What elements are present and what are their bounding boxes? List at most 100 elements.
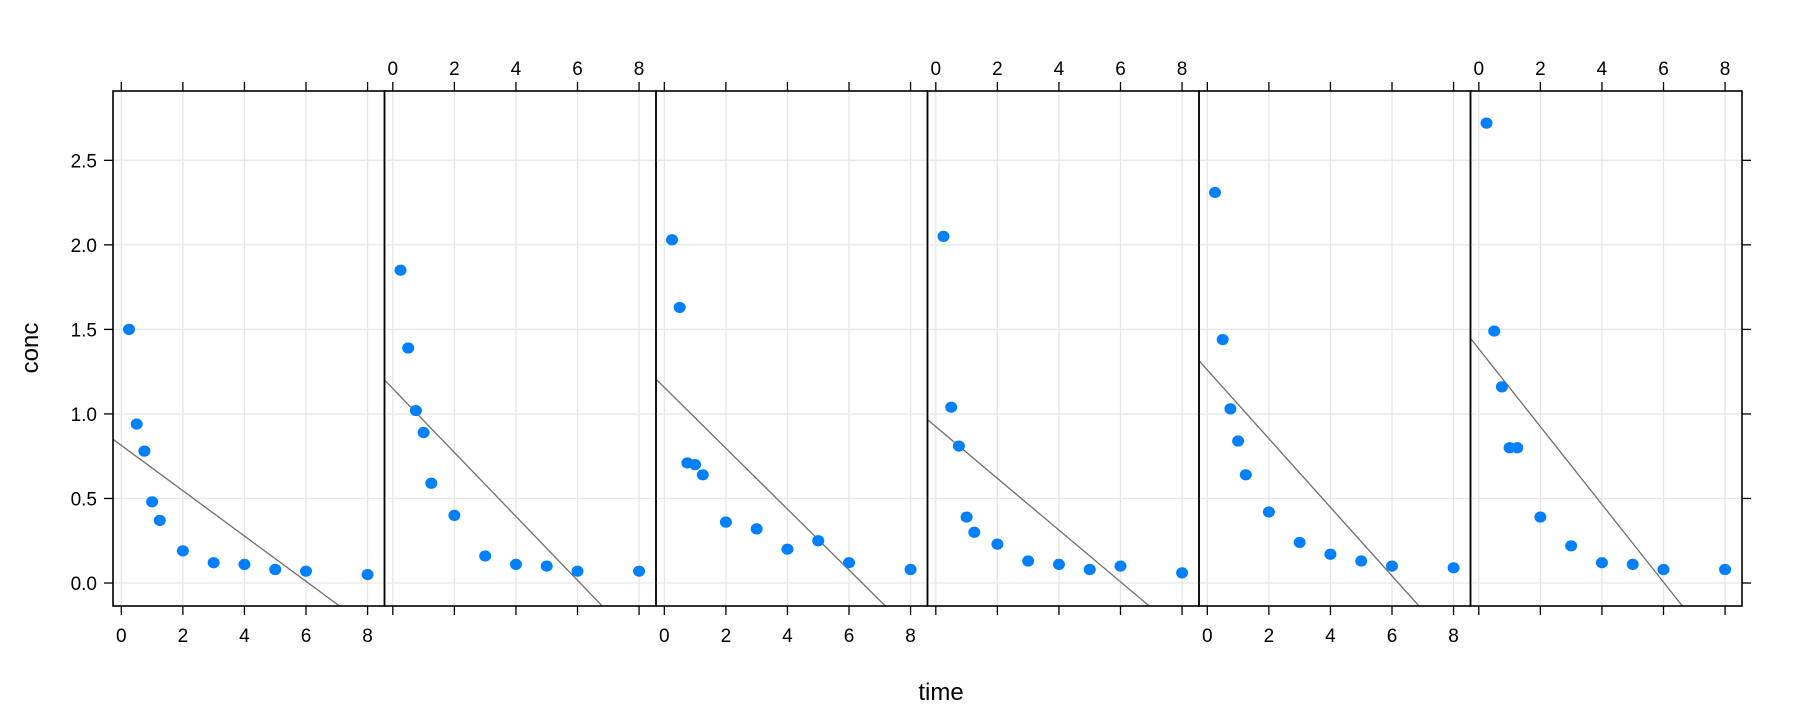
x-tick-label: 2 bbox=[1535, 59, 1546, 80]
data-point bbox=[1022, 555, 1035, 567]
data-point bbox=[1052, 558, 1065, 571]
data-point bbox=[571, 565, 584, 577]
x-tick-label: 6 bbox=[1115, 59, 1126, 80]
data-point bbox=[952, 440, 965, 452]
data-point bbox=[269, 563, 282, 576]
x-tick-label: 4 bbox=[511, 59, 522, 80]
panel-6: 0 2 4 6 8 bbox=[1469, 59, 1743, 615]
x-tick-label: 8 bbox=[1720, 59, 1731, 80]
grid-lines bbox=[113, 91, 385, 606]
data-point bbox=[425, 477, 438, 489]
x-tick-label: 6 bbox=[572, 59, 583, 80]
x-tick-label: 6 bbox=[1658, 59, 1669, 80]
data-point bbox=[1386, 560, 1399, 572]
grid-lines bbox=[927, 91, 1199, 606]
data-points bbox=[1480, 117, 1732, 576]
x-tick-label: 4 bbox=[239, 626, 250, 647]
x-tick-label: 4 bbox=[782, 626, 793, 647]
panel-frame bbox=[655, 90, 929, 607]
data-point bbox=[1657, 563, 1670, 576]
x-tick-label: 2 bbox=[721, 626, 732, 647]
data-point bbox=[696, 469, 709, 481]
grid-lines bbox=[384, 91, 656, 606]
data-point bbox=[176, 545, 189, 557]
data-point bbox=[968, 526, 981, 538]
x-tick-label: 0 bbox=[931, 59, 942, 80]
data-points bbox=[394, 264, 646, 577]
panel-frame bbox=[112, 90, 386, 607]
data-point bbox=[130, 418, 143, 430]
data-point bbox=[1239, 469, 1252, 481]
data-point bbox=[1324, 548, 1337, 560]
data-point bbox=[1232, 435, 1245, 447]
grid-lines bbox=[656, 91, 928, 606]
data-point bbox=[945, 401, 958, 413]
x-tick-label: 6 bbox=[1387, 626, 1398, 647]
panel-2: 0 2 4 6 8 bbox=[383, 59, 657, 615]
y-tick-label: 2.0 bbox=[71, 236, 97, 257]
fit-line bbox=[656, 378, 887, 606]
data-point bbox=[673, 301, 686, 314]
x-tick-label: 8 bbox=[905, 626, 916, 647]
x-tick-label: 4 bbox=[1597, 59, 1608, 80]
fit-line bbox=[384, 379, 604, 606]
data-point bbox=[904, 563, 917, 576]
data-point bbox=[238, 558, 251, 571]
y-tick-label: 1.0 bbox=[71, 405, 97, 426]
data-point bbox=[1293, 536, 1306, 549]
y-tick-label: 0.0 bbox=[71, 574, 97, 595]
data-point bbox=[1595, 557, 1608, 569]
x-tick-label: 2 bbox=[178, 626, 189, 647]
fit-line bbox=[1199, 360, 1420, 606]
data-point bbox=[1224, 403, 1237, 415]
data-point bbox=[409, 404, 422, 417]
data-point bbox=[666, 234, 679, 246]
y-axis-title: conc bbox=[17, 323, 44, 374]
x-tick-label: 8 bbox=[634, 59, 645, 80]
y-tick-label: 0.5 bbox=[71, 489, 97, 510]
data-points bbox=[937, 230, 1189, 579]
data-point bbox=[1719, 563, 1732, 576]
data-point bbox=[207, 557, 220, 569]
x-axis-title: time bbox=[918, 679, 963, 706]
panel-5: 0 2 4 6 8 bbox=[1198, 82, 1472, 647]
data-point bbox=[1114, 560, 1127, 572]
fit-line bbox=[113, 438, 341, 606]
data-point bbox=[1534, 511, 1547, 523]
data-point bbox=[540, 560, 553, 572]
x-tick-label: 2 bbox=[992, 59, 1003, 80]
grid-lines bbox=[1199, 91, 1471, 606]
y-tick-label: 1.5 bbox=[71, 320, 97, 341]
data-point bbox=[1083, 563, 1096, 576]
panel-frame bbox=[1198, 90, 1472, 607]
x-tick-label: 6 bbox=[301, 626, 312, 647]
data-point bbox=[1216, 333, 1229, 346]
x-tick-label: 6 bbox=[844, 626, 855, 647]
fit-line bbox=[927, 419, 1151, 606]
data-point bbox=[1495, 381, 1508, 393]
data-point bbox=[1565, 540, 1578, 552]
data-point bbox=[1176, 567, 1189, 579]
data-point bbox=[1209, 186, 1222, 199]
data-point bbox=[1488, 325, 1501, 337]
data-point bbox=[633, 565, 646, 577]
panel-4: 0 2 4 6 8 bbox=[926, 59, 1200, 615]
data-point bbox=[479, 550, 492, 562]
data-point bbox=[123, 323, 136, 335]
data-point bbox=[394, 264, 407, 276]
data-point bbox=[402, 342, 415, 354]
x-tick-label: 2 bbox=[449, 59, 460, 80]
data-point bbox=[781, 543, 794, 555]
data-point bbox=[448, 509, 461, 521]
x-tick-label: 4 bbox=[1054, 59, 1065, 80]
y-tick-label: 2.5 bbox=[71, 151, 97, 172]
data-point bbox=[153, 514, 166, 527]
x-tick-label: 0 bbox=[659, 626, 670, 647]
data-point bbox=[812, 535, 825, 547]
x-tick-label: 4 bbox=[1325, 626, 1336, 647]
panel-1: 0 2 4 6 8 bbox=[112, 82, 386, 647]
panel-3: 0 2 4 6 8 bbox=[655, 82, 929, 647]
panel-frame bbox=[926, 90, 1200, 607]
data-points bbox=[123, 323, 374, 581]
